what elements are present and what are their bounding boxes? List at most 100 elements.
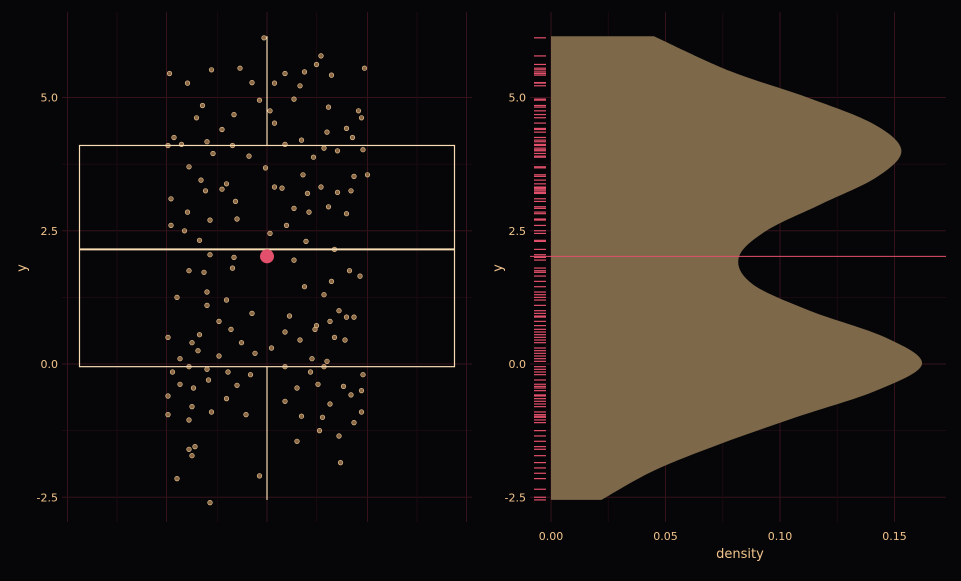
data-point bbox=[216, 318, 222, 325]
data-point bbox=[204, 302, 210, 309]
density-x-tick-labels: 0.00 0.05 0.10 0.15 bbox=[539, 530, 907, 543]
data-point bbox=[294, 438, 300, 444]
data-point bbox=[184, 80, 191, 86]
data-point bbox=[364, 172, 371, 178]
x-tick-label: 0.10 bbox=[768, 530, 793, 543]
data-point bbox=[243, 412, 249, 418]
data-point bbox=[208, 409, 215, 415]
data-point bbox=[247, 372, 254, 378]
data-point bbox=[327, 401, 333, 407]
data-point bbox=[286, 313, 293, 319]
data-point bbox=[190, 385, 197, 391]
data-point bbox=[256, 473, 263, 479]
data-point bbox=[358, 388, 365, 394]
data-point bbox=[207, 500, 213, 506]
x-tick-label: 0.05 bbox=[653, 530, 678, 543]
y-tick-label: 5.0 bbox=[509, 92, 527, 105]
data-point bbox=[291, 205, 297, 211]
data-point bbox=[208, 67, 215, 73]
data-point bbox=[174, 476, 180, 482]
data-point bbox=[223, 396, 230, 402]
data-point bbox=[360, 372, 366, 378]
data-point bbox=[291, 257, 297, 263]
box-iqr bbox=[78, 144, 456, 368]
data-point bbox=[169, 369, 176, 375]
data-point bbox=[283, 222, 290, 228]
density-y-tick-labels: -2.5 0.0 2.5 5.0 bbox=[505, 92, 526, 505]
data-point bbox=[303, 238, 309, 244]
data-point bbox=[234, 216, 240, 222]
data-point bbox=[331, 334, 338, 341]
data-point bbox=[318, 53, 324, 59]
data-point bbox=[261, 35, 267, 41]
data-point bbox=[168, 222, 174, 228]
data-point bbox=[348, 188, 354, 194]
data-point bbox=[165, 393, 171, 399]
data-point bbox=[165, 334, 171, 341]
data-point bbox=[193, 115, 200, 121]
data-point bbox=[294, 385, 300, 391]
y-tick-label: 0.0 bbox=[509, 358, 527, 371]
data-point bbox=[310, 154, 317, 160]
data-point bbox=[337, 460, 344, 466]
data-point bbox=[316, 428, 323, 434]
data-point bbox=[315, 381, 321, 387]
data-point bbox=[165, 412, 171, 418]
data-point bbox=[204, 366, 210, 372]
density-area-path bbox=[551, 36, 923, 500]
data-point bbox=[189, 404, 195, 410]
data-point bbox=[189, 453, 195, 459]
data-point bbox=[348, 392, 354, 398]
data-point bbox=[291, 96, 297, 102]
data-point bbox=[186, 446, 192, 452]
data-point bbox=[340, 383, 347, 390]
data-point bbox=[334, 189, 341, 195]
density-y-axis-title: y bbox=[491, 264, 506, 272]
data-point bbox=[202, 188, 209, 194]
data-point bbox=[334, 148, 341, 154]
data-point bbox=[231, 111, 237, 118]
data-point bbox=[298, 413, 305, 419]
data-point bbox=[205, 377, 212, 383]
data-point bbox=[282, 70, 288, 77]
data-point bbox=[186, 268, 192, 274]
data-point bbox=[298, 137, 305, 143]
data-point bbox=[325, 104, 332, 110]
density-x-axis-title: density bbox=[716, 547, 764, 562]
data-point bbox=[271, 120, 278, 126]
data-point bbox=[358, 409, 365, 415]
data-point bbox=[207, 252, 213, 258]
rug-marks bbox=[534, 37, 546, 501]
data-point bbox=[327, 318, 333, 325]
data-point bbox=[304, 190, 311, 196]
data-point bbox=[312, 326, 318, 333]
data-point bbox=[204, 139, 210, 145]
boxplot-y-tick-labels: -2.5 0.0 2.5 5.0 bbox=[37, 92, 58, 505]
data-point bbox=[357, 273, 363, 279]
data-point bbox=[324, 358, 330, 364]
data-point bbox=[319, 414, 326, 420]
data-point bbox=[184, 209, 191, 215]
data-point bbox=[249, 79, 255, 86]
data-point bbox=[252, 350, 258, 356]
data-point bbox=[301, 69, 308, 75]
data-point bbox=[342, 337, 348, 343]
data-point bbox=[328, 72, 335, 78]
data-point bbox=[223, 297, 230, 303]
data-point bbox=[267, 108, 273, 114]
mean-marker bbox=[260, 249, 274, 264]
data-point bbox=[174, 294, 180, 301]
data-point bbox=[246, 153, 252, 159]
data-point bbox=[238, 340, 245, 346]
data-point bbox=[171, 134, 177, 141]
data-point bbox=[336, 433, 342, 439]
data-point bbox=[343, 314, 350, 320]
data-point bbox=[328, 278, 335, 285]
data-point bbox=[282, 398, 288, 404]
data-point bbox=[336, 308, 342, 314]
data-point bbox=[192, 444, 198, 450]
data-point bbox=[166, 70, 173, 77]
data-point bbox=[204, 289, 210, 295]
